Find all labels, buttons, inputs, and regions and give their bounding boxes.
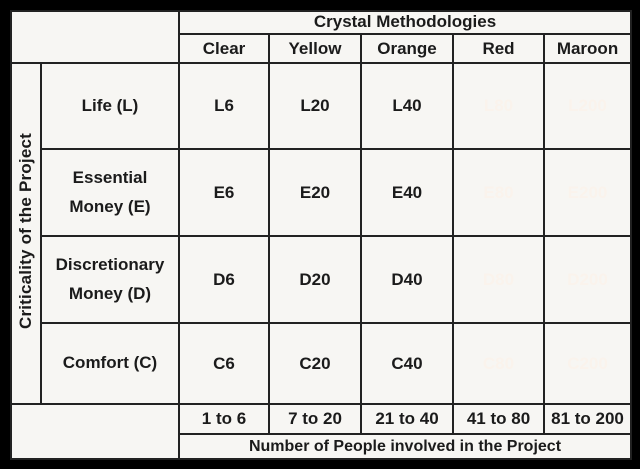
column-header-orange: Orange [360,33,454,64]
crystal-matrix-inner: Crystal Methodologies Clear Yellow Orang… [10,10,633,460]
matrix-cell-d6: D6 [178,235,270,324]
row-label-essential-money: Essential Money (E) [40,148,180,237]
matrix-cell-c200: C200 [542,322,633,405]
row-label-discretionary-money: Discretionary Money (D) [40,235,180,324]
x-axis-label: Number of People involved in the Project [177,433,633,460]
matrix-cell-e6: E6 [178,148,270,237]
matrix-cell-c40: C40 [360,322,454,405]
matrix-cell-e80: E80 [452,148,545,237]
y-axis-label-cell: Criticality of the Project [10,62,42,405]
corner-cell-bottom-left [10,403,180,460]
y-axis-label: Criticality of the Project [16,132,35,330]
row-label-comfort: Comfort (C) [40,322,180,405]
column-header-red: Red [452,33,545,64]
column-header-clear: Clear [178,33,270,64]
people-range-41-to-80: 41 to 80 [452,403,545,435]
matrix-cell-e200: E200 [542,148,633,237]
column-header-yellow: Yellow [268,33,362,64]
matrix-cell-l40: L40 [360,62,454,150]
matrix-cell-c80: C80 [452,322,545,405]
table-title: Crystal Methodologies [177,10,633,35]
matrix-cell-d20: D20 [268,235,362,324]
matrix-cell-d80: D80 [452,235,545,324]
matrix-cell-l200: L200 [542,62,633,150]
matrix-cell-d40: D40 [360,235,454,324]
people-range-7-to-20: 7 to 20 [268,403,362,435]
column-header-maroon: Maroon [542,33,633,64]
crystal-matrix-table: Crystal Methodologies Clear Yellow Orang… [10,10,633,460]
matrix-cell-l80: L80 [452,62,545,150]
matrix-cell-l20: L20 [268,62,362,150]
people-range-81-to-200: 81 to 200 [542,403,633,435]
people-range-21-to-40: 21 to 40 [360,403,454,435]
matrix-cell-e40: E40 [360,148,454,237]
people-range-1-to-6: 1 to 6 [178,403,270,435]
matrix-cell-e20: E20 [268,148,362,237]
matrix-cell-l6: L6 [178,62,270,150]
matrix-cell-d200: D200 [542,235,633,324]
row-label-life: Life (L) [40,62,180,150]
matrix-cell-c20: C20 [268,322,362,405]
matrix-cell-c6: C6 [178,322,270,405]
corner-cell-top-left [10,10,180,64]
